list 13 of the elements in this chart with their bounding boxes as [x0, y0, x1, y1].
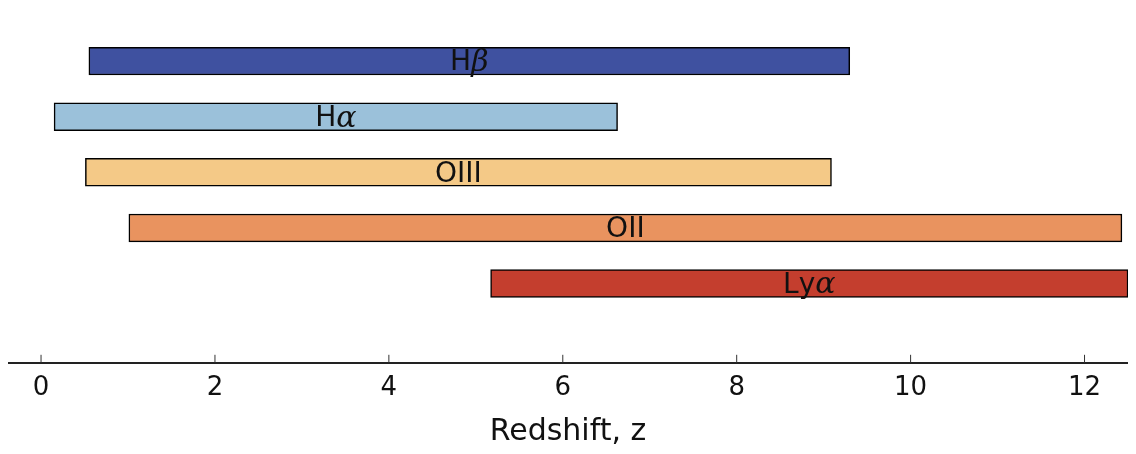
y-tick-label: OII	[606, 211, 645, 245]
x-tick-label: 6	[554, 371, 572, 402]
y-tick-label: Hβ	[450, 42, 489, 78]
x-tick-label: 2	[206, 371, 224, 402]
x-tick-label: 0	[32, 371, 50, 402]
y-tick-label: OIII	[435, 155, 482, 189]
y-tick-label: Hα	[315, 98, 357, 134]
y-tick-label: Lyα	[783, 265, 836, 301]
x-tick-label: 4	[380, 371, 398, 402]
x-tick-label: 10	[894, 371, 928, 402]
x-tick-label: 12	[1067, 371, 1102, 402]
x-tick-label: 8	[728, 371, 745, 402]
x-axis-title: Redshift, z	[489, 411, 647, 447]
